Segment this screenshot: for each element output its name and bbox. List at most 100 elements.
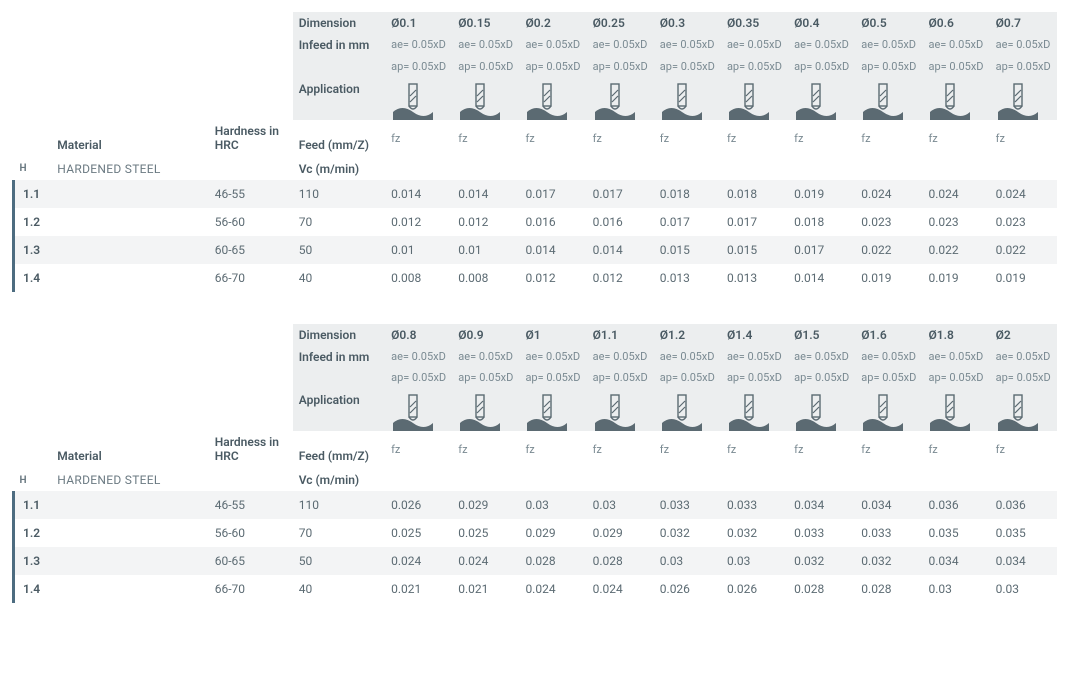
infeed-ap: ap= 0.05xD	[519, 367, 586, 389]
fz-value: 0.036	[990, 491, 1057, 519]
fz-value: 0.023	[922, 208, 989, 236]
milling-application-icon	[525, 82, 569, 120]
hardness-value: 60-65	[209, 547, 293, 575]
table-row: 1.2 56-60 70 0.0250.0250.0290.0290.0320.…	[14, 519, 1058, 547]
fz-value: 0.019	[788, 180, 855, 208]
fz-value: 0.025	[385, 519, 452, 547]
infeed-ae: ae= 0.05xD	[452, 346, 519, 368]
application-icon-cell	[385, 389, 452, 431]
fz-value: 0.026	[385, 491, 452, 519]
milling-application-icon	[660, 393, 704, 431]
infeed-ae: ae= 0.05xD	[990, 346, 1057, 368]
hardness-value: 56-60	[209, 519, 293, 547]
fz-value: 0.033	[721, 491, 788, 519]
fz-value: 0.016	[587, 208, 654, 236]
infeed-ap: ap= 0.05xD	[922, 367, 989, 389]
vc-value: 110	[293, 491, 385, 519]
vc-value: 70	[293, 208, 385, 236]
material-col-header: Material	[51, 431, 208, 469]
infeed-ae: ae= 0.05xD	[654, 346, 721, 368]
row-index: 1.3	[14, 236, 52, 264]
milling-application-icon	[794, 82, 838, 120]
fz-value: 0.024	[385, 547, 452, 575]
diameter-header: Ø1	[519, 324, 586, 346]
fz-value: 0.019	[922, 264, 989, 292]
fz-value: 0.022	[990, 236, 1057, 264]
fz-value: 0.034	[922, 547, 989, 575]
fz-value: 0.03	[990, 575, 1057, 603]
application-icon-cell	[990, 389, 1057, 431]
diameter-header: Ø1.8	[922, 324, 989, 346]
feed-fz-label: fz	[855, 431, 922, 469]
feed-fz-label: fz	[788, 120, 855, 158]
feed-fz-label: fz	[654, 120, 721, 158]
infeed-ap: ap= 0.05xD	[452, 56, 519, 78]
application-icon-cell	[452, 78, 519, 120]
infeed-ap: ap= 0.05xD	[990, 56, 1057, 78]
fz-value: 0.035	[922, 519, 989, 547]
infeed-ae: ae= 0.05xD	[788, 346, 855, 368]
feed-fz-label: fz	[587, 431, 654, 469]
diameter-header: Ø0.25	[587, 12, 654, 34]
infeed-ae: ae= 0.05xD	[922, 346, 989, 368]
application-icon-cell	[855, 78, 922, 120]
infeed-ae: ae= 0.05xD	[654, 34, 721, 56]
material-group-name: HARDENED STEEL	[51, 469, 208, 491]
table-row: 1.3 60-65 50 0.0240.0240.0280.0280.030.0…	[14, 547, 1058, 575]
infeed-ae: ae= 0.05xD	[587, 346, 654, 368]
fz-value: 0.033	[788, 519, 855, 547]
infeed-label: Infeed in mm	[293, 34, 385, 78]
diameter-header: Ø1.2	[654, 324, 721, 346]
fz-value: 0.024	[855, 180, 922, 208]
fz-value: 0.024	[587, 575, 654, 603]
hardness-value: 60-65	[209, 236, 293, 264]
fz-value: 0.012	[452, 208, 519, 236]
hardness-value: 46-55	[209, 491, 293, 519]
table-row: 1.1 46-55 110 0.0140.0140.0170.0170.0180…	[14, 180, 1058, 208]
diameter-header: Ø0.6	[922, 12, 989, 34]
fz-value: 0.018	[721, 180, 788, 208]
fz-value: 0.028	[519, 547, 586, 575]
milling-application-icon	[861, 82, 905, 120]
milling-application-icon	[458, 82, 502, 120]
infeed-ap: ap= 0.05xD	[452, 367, 519, 389]
fz-value: 0.024	[990, 180, 1057, 208]
milling-application-icon	[391, 82, 435, 120]
diameter-header: Ø0.7	[990, 12, 1057, 34]
row-index: 1.1	[14, 180, 52, 208]
feed-fz-label: fz	[788, 431, 855, 469]
fz-value: 0.022	[855, 236, 922, 264]
infeed-ae: ae= 0.05xD	[990, 34, 1057, 56]
fz-value: 0.022	[922, 236, 989, 264]
infeed-ae: ae= 0.05xD	[922, 34, 989, 56]
milling-application-icon	[391, 393, 435, 431]
infeed-ap: ap= 0.05xD	[855, 56, 922, 78]
fz-value: 0.032	[654, 519, 721, 547]
infeed-ae: ae= 0.05xD	[519, 346, 586, 368]
fz-value: 0.028	[855, 575, 922, 603]
diameter-header: Ø1.6	[855, 324, 922, 346]
row-index: 1.4	[14, 264, 52, 292]
feed-label: Feed (mm/Z)	[293, 120, 385, 158]
diameter-header: Ø0.1	[385, 12, 452, 34]
diameter-header: Ø0.3	[654, 12, 721, 34]
material-group-name: HARDENED STEEL	[51, 158, 208, 180]
milling-application-icon	[794, 393, 838, 431]
diameter-header: Ø1.5	[788, 324, 855, 346]
milling-application-icon	[996, 393, 1040, 431]
fz-value: 0.036	[922, 491, 989, 519]
fz-value: 0.01	[452, 236, 519, 264]
table-row: 1.1 46-55 110 0.0260.0290.030.030.0330.0…	[14, 491, 1058, 519]
row-index: 1.4	[14, 575, 52, 603]
application-label: Application	[293, 389, 385, 431]
feed-fz-label: fz	[922, 120, 989, 158]
application-icon-cell	[519, 389, 586, 431]
infeed-ap: ap= 0.05xD	[587, 56, 654, 78]
milling-application-icon	[458, 393, 502, 431]
fz-value: 0.024	[519, 575, 586, 603]
hardness-value: 66-70	[209, 575, 293, 603]
feed-label: Feed (mm/Z)	[293, 431, 385, 469]
hardness-col-header: Hardness in HRC	[209, 431, 293, 469]
infeed-ap: ap= 0.05xD	[654, 367, 721, 389]
vc-value: 50	[293, 236, 385, 264]
